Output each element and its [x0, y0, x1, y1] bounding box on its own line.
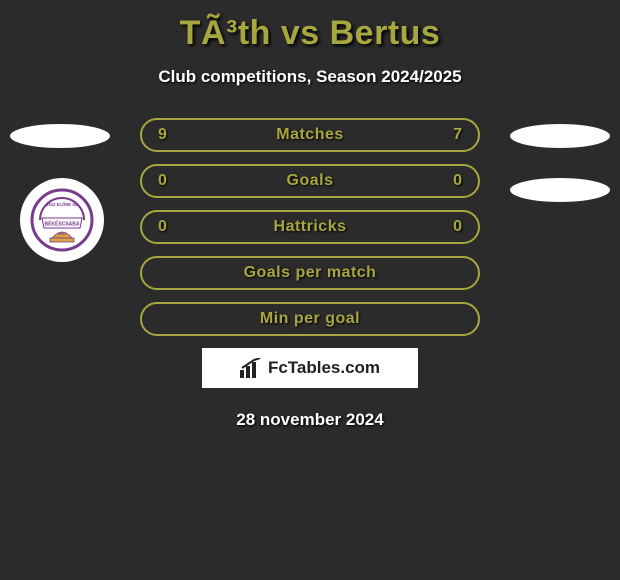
stat-label: Goals	[287, 172, 334, 190]
stat-right-value: 0	[453, 172, 462, 190]
page-subtitle: Club competitions, Season 2024/2025	[0, 67, 620, 87]
date-label: 28 november 2024	[0, 410, 620, 430]
stat-left-value: 0	[158, 218, 167, 236]
chart-icon	[240, 358, 262, 378]
stat-row: 9 Matches 7	[140, 118, 480, 152]
stat-right-value: 7	[453, 126, 462, 144]
stat-left-value: 9	[158, 126, 167, 144]
stat-row: Min per goal	[140, 302, 480, 336]
stat-label: Hattricks	[274, 218, 347, 236]
stat-row: 0 Hattricks 0	[140, 210, 480, 244]
stat-left-value: 0	[158, 172, 167, 190]
brand-box: FcTables.com	[202, 348, 418, 388]
stat-right-value: 0	[453, 218, 462, 236]
stat-row: Goals per match	[140, 256, 480, 290]
page-title: TÃ³th vs Bertus	[0, 0, 620, 53]
stat-label: Min per goal	[260, 310, 360, 328]
stat-label: Matches	[276, 126, 344, 144]
stat-row: 0 Goals 0	[140, 164, 480, 198]
brand-text: FcTables.com	[268, 358, 380, 378]
stats-container: 9 Matches 7 0 Goals 0 0 Hattricks 0 Goal…	[0, 118, 620, 430]
stat-label: Goals per match	[244, 264, 377, 282]
